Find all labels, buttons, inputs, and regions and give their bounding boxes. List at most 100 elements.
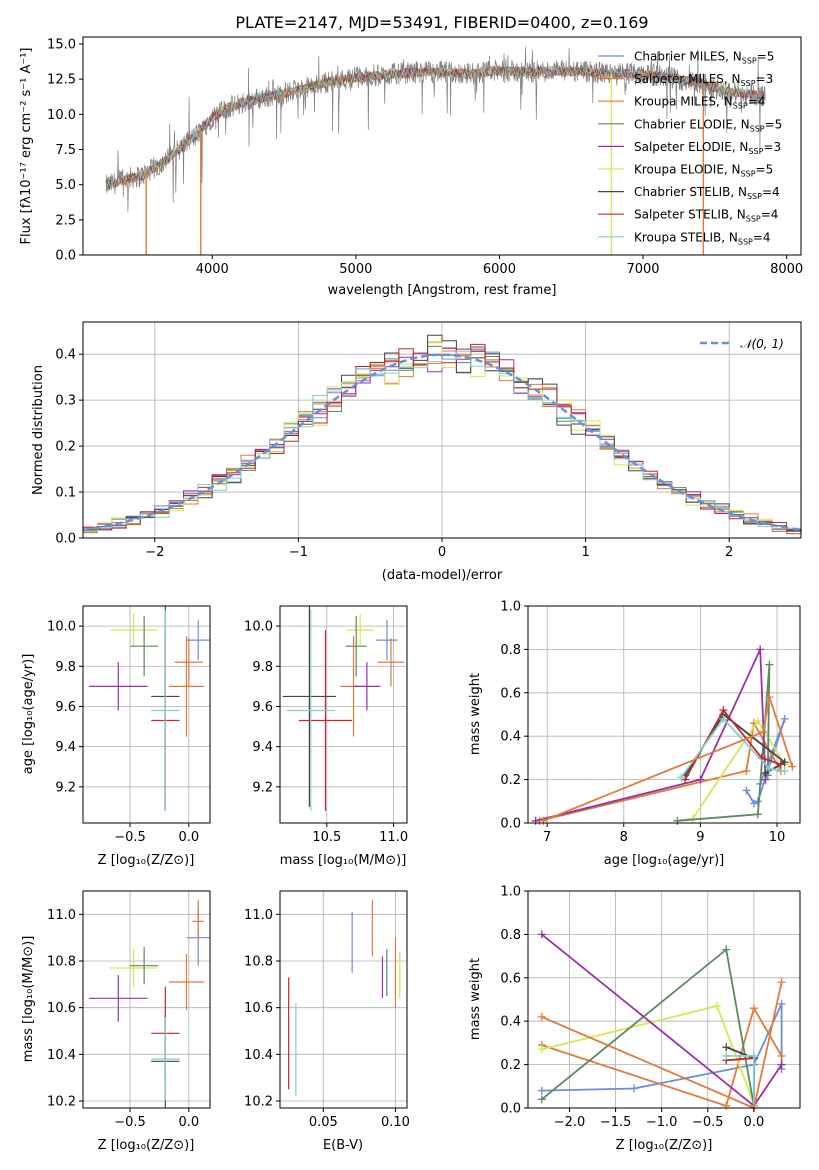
mass-vs-z-xlabel: Z [log₁₀(Z/Z⊙)] [98, 1138, 195, 1153]
weight-point-marker [537, 1045, 546, 1054]
y-tick-label: 10.2 [47, 1095, 76, 1110]
weight-vs-age-ticks: 7 8 9 10 0.0 0.2 0.4 0.6 0.8 1.0 [500, 600, 785, 846]
y-tick-label: 10.0 [47, 108, 76, 123]
weight-point-marker [719, 706, 728, 715]
residuals-panel: (data-model)/error Normed distribution −… [31, 321, 802, 583]
age-vs-z-panel: Z [log₁₀(Z/Z⊙)] age [log₁₀(age/yr)] −0.5… [21, 605, 211, 868]
age-vs-z-ticks: −0.5 0.0 9.2 9.4 9.6 9.8 10.0 [47, 620, 199, 845]
weight-point-marker [761, 769, 770, 778]
x-tick-label: 0.0 [178, 1115, 199, 1130]
legend-label: Salpeter ELODIE, NSSP=3 [634, 140, 781, 156]
x-tick-label: 11.0 [379, 830, 408, 845]
weight-point-marker [777, 978, 786, 987]
mass-vs-ebv-grid [280, 891, 407, 1108]
y-tick-label: 15.0 [47, 38, 76, 53]
y-tick-label: 0.0 [500, 817, 521, 832]
residual-histogram [83, 350, 801, 532]
normal-curve [82, 353, 802, 532]
residuals-xlabel: (data-model)/error [382, 568, 503, 583]
weight-vs-age-xlabel: age [log₁₀(age/yr)] [604, 853, 725, 868]
y-tick-label: 9.6 [55, 700, 76, 715]
y-tick-label: 0.3 [55, 394, 76, 409]
weight-series-line [541, 947, 755, 1106]
weight-point-marker [759, 727, 768, 736]
weight-vs-age-panel: age [log₁₀(age/yr)] mass weight 7 8 9 10 0.0… [468, 600, 801, 868]
age-vs-mass-grid [280, 606, 407, 823]
y-tick-label: 7.5 [55, 143, 76, 158]
weight-point-marker [780, 714, 789, 723]
weight-vs-age-ylabel: mass weight [468, 673, 483, 755]
x-tick-label: −0.5 [692, 1115, 724, 1130]
x-tick-label: −1 [289, 545, 308, 560]
weight-point-marker [673, 816, 682, 825]
weight-point-marker [765, 693, 774, 702]
weight-point-marker [630, 1084, 639, 1093]
x-tick-label: 9 [696, 830, 704, 845]
weight-series-line [680, 717, 785, 778]
weight-point-marker [742, 766, 751, 775]
y-tick-label: 10.0 [244, 620, 273, 635]
y-tick-label: 10.4 [244, 1048, 273, 1063]
weight-point-marker [742, 786, 751, 795]
weight-point-marker [765, 764, 774, 773]
weight-point-marker [722, 1051, 731, 1060]
model-spectrum-line [105, 66, 766, 191]
y-tick-label: 0.0 [55, 249, 76, 264]
residuals-ticks: −2 −1 0 1 2 0.0 0.1 0.2 0.3 0.4 [55, 348, 733, 560]
mass-vs-ebv-frame [279, 890, 408, 1109]
weight-point-marker [677, 773, 686, 782]
x-tick-label: −2.0 [554, 1115, 586, 1130]
weight-point-marker [749, 1051, 758, 1060]
y-tick-label: 2.5 [55, 213, 76, 228]
x-tick-label: 7000 [626, 262, 659, 277]
legend-label: Kroupa MILES, NSSP=4 [634, 95, 765, 111]
mass-vs-ebv-xlabel: E(B-V) [323, 1138, 363, 1153]
mass-vs-z-panel: Z [log₁₀(Z/Z⊙)] mass [log₁₀(M/M⊙)] −0.5 0… [21, 890, 211, 1153]
x-tick-label: 5000 [339, 262, 372, 277]
spectrum-legend: Chabrier MILES, NSSP=5 Salpeter MILES, NS… [598, 50, 782, 246]
x-tick-label: −0.5 [114, 830, 146, 845]
weight-vs-age-frame [527, 605, 801, 824]
y-tick-label: 9.4 [252, 740, 273, 755]
legend-label: Salpeter STELIB, NSSP=4 [634, 208, 778, 224]
mass-vs-z-ylabel: mass [log₁₀(M/M⊙)] [21, 936, 36, 1063]
y-tick-label: 12.5 [47, 73, 76, 88]
x-tick-label: 7 [543, 830, 551, 845]
spectrum-panel: PLATE=2147, MJD=53491, FIBERID=0400, z=0… [19, 13, 803, 298]
y-tick-label: 0.1 [55, 486, 76, 501]
weight-point-marker [722, 945, 731, 954]
legend-label: Chabrier ELODIE, NSSP=5 [634, 117, 782, 133]
y-tick-label: 10.4 [47, 1048, 76, 1063]
y-tick-label: 5.0 [55, 178, 76, 193]
weight-point-marker [713, 1002, 722, 1011]
weight-point-marker [788, 762, 797, 771]
weight-point-marker [722, 1043, 731, 1052]
mass-vs-ebv-plot-area [288, 900, 401, 1097]
y-tick-label: 11.0 [244, 908, 273, 923]
y-tick-label: 0.8 [500, 928, 521, 943]
y-tick-label: 9.2 [252, 780, 273, 795]
weight-point-marker [756, 645, 765, 654]
weight-vs-z-ylabel: mass weight [468, 958, 483, 1040]
weight-point-marker [777, 999, 786, 1008]
spectrum-ylabel: Flux [fλ10⁻¹⁷ erg cm⁻² s⁻¹ A⁻¹] [19, 48, 34, 245]
x-tick-label: 0.0 [178, 830, 199, 845]
residuals-legend: 𝒩(0, 1) [700, 337, 784, 351]
weight-vs-z-xlabel: Z [log₁₀(Z/Z⊙)] [616, 1138, 713, 1153]
weight-series-line [541, 1005, 783, 1107]
x-tick-label: 0.05 [309, 1115, 338, 1130]
x-tick-label: 4000 [196, 262, 229, 277]
residuals-plot-area [82, 334, 802, 535]
y-tick-label: 1.0 [500, 600, 521, 615]
y-tick-label: 10.6 [47, 1001, 76, 1016]
x-tick-label: 1 [581, 545, 589, 560]
weight-point-marker [776, 760, 785, 769]
weight-point-marker [537, 1086, 546, 1095]
x-tick-label: 0.10 [381, 1115, 410, 1130]
normal-curve-legend-label: 𝒩(0, 1) [740, 337, 784, 351]
mass-vs-z-frame [82, 890, 211, 1109]
legend-label: Chabrier STELIB, NSSP=4 [634, 185, 780, 201]
y-tick-label: 0.0 [55, 532, 76, 547]
weight-vs-age-plot-area [531, 645, 797, 825]
